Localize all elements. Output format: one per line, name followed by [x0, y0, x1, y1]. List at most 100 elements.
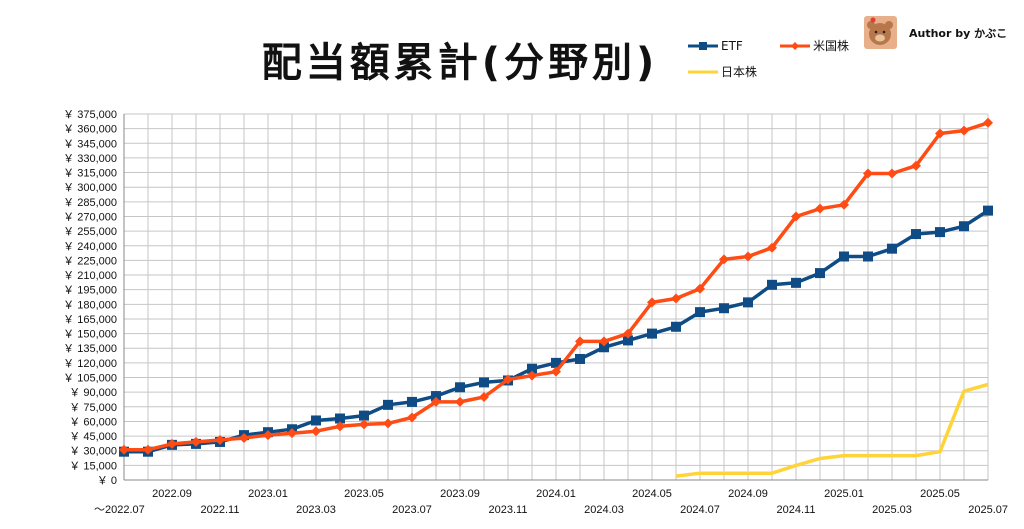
data-point — [455, 396, 465, 407]
y-tick-label: ￥ 285,000 — [63, 197, 117, 209]
data-point — [791, 211, 801, 222]
y-tick-label: ￥ 45,000 — [69, 431, 117, 443]
legend-label: ETF — [721, 39, 743, 53]
data-point — [383, 399, 393, 410]
data-point — [767, 242, 777, 253]
data-point — [311, 415, 321, 426]
y-tick-label: ￥ 120,000 — [63, 358, 117, 370]
y-tick-label: ￥ 60,000 — [69, 416, 117, 428]
data-point — [839, 251, 849, 262]
data-point — [191, 436, 201, 447]
y-tick-label: ￥ 270,000 — [63, 211, 117, 223]
legend-marker — [699, 42, 707, 50]
data-point — [911, 160, 921, 171]
data-point — [215, 434, 225, 445]
author-badge: Author by かぶこ — [864, 16, 1007, 49]
data-point — [551, 357, 561, 368]
x-tick-label: 2024.07 — [680, 504, 720, 516]
data-point — [239, 433, 249, 444]
data-point — [455, 382, 465, 393]
data-point — [479, 377, 489, 388]
data-point — [479, 392, 489, 403]
x-axis: 2022.09 2023.01 2023.05 2023.09 2024.01 2024.… — [94, 479, 1008, 516]
data-point — [575, 336, 585, 347]
data-point — [503, 374, 513, 385]
legend-marker — [791, 42, 799, 50]
data-point — [287, 428, 297, 439]
data-point — [431, 396, 441, 407]
x-tick-label: 2024.09 — [728, 488, 768, 500]
y-tick-label: ￥ 195,000 — [63, 285, 117, 297]
data-point — [407, 396, 417, 407]
y-tick-label: ￥ 330,000 — [63, 153, 117, 165]
y-tick-label: ￥ 15,000 — [69, 460, 117, 472]
data-point — [623, 335, 633, 346]
data-point — [935, 227, 945, 238]
data-point — [743, 251, 753, 262]
x-tick-label: 2024.03 — [584, 504, 624, 516]
y-tick-label: ￥ 30,000 — [69, 446, 117, 458]
x-tick-label: 2025.05 — [920, 488, 960, 500]
data-point — [599, 342, 609, 353]
data-point — [335, 413, 345, 424]
data-point — [935, 128, 945, 139]
x-tick-label: 2024.11 — [777, 504, 816, 516]
data-point — [311, 426, 321, 437]
data-point — [407, 412, 417, 423]
chart-title: 配当額累計(分野別) — [262, 40, 659, 86]
data-point — [863, 168, 873, 179]
data-point — [743, 297, 753, 308]
data-point — [815, 268, 825, 279]
data-point — [647, 297, 657, 308]
x-tick-label: 2025.01 — [824, 488, 864, 500]
data-point — [983, 117, 993, 128]
x-tick-label: 2023.05 — [344, 488, 384, 500]
grid — [123, 113, 989, 481]
legend-label: 米国株 — [813, 38, 849, 53]
y-tick-label: ￥ 150,000 — [63, 329, 117, 341]
data-point — [383, 418, 393, 429]
data-point — [263, 430, 273, 441]
x-tick-label: 2022.09 — [152, 488, 192, 500]
legend-label: 日本株 — [721, 64, 757, 79]
data-point — [767, 279, 777, 290]
data-point — [791, 277, 801, 288]
data-point — [959, 221, 969, 232]
y-axis: ￥ 0 ￥ 15,000 ￥ 30,000 ￥ 45,000 ￥ 60,000 ￥ 75,… — [63, 109, 125, 487]
x-tick-label: 2023.01 — [248, 488, 288, 500]
author-avatar-icon — [864, 16, 897, 49]
data-point — [911, 229, 921, 240]
data-point — [575, 353, 585, 364]
data-point — [527, 363, 537, 374]
series-line — [675, 382, 989, 478]
data-point — [431, 391, 441, 402]
y-tick-label: ￥ 75,000 — [69, 402, 117, 414]
data-point — [815, 203, 825, 214]
x-tick-label: 2025.07 — [968, 504, 1008, 516]
author-label: Author by かぶこ — [909, 27, 1007, 40]
y-tick-label: ￥ 210,000 — [63, 270, 117, 282]
x-tick-label: 2024.01 — [536, 488, 576, 500]
series-layer — [119, 117, 993, 478]
data-point — [527, 370, 537, 381]
data-point — [863, 251, 873, 262]
y-tick-label: ￥ 300,000 — [63, 182, 117, 194]
y-tick-label: ￥ 240,000 — [63, 241, 117, 253]
data-point — [335, 421, 345, 432]
x-tick-label: 2023.09 — [440, 488, 480, 500]
data-point — [719, 254, 729, 265]
x-tick-label: 2023.03 — [296, 504, 336, 516]
y-tick-label: ￥ 0 — [97, 475, 117, 487]
data-point — [671, 293, 681, 304]
data-point — [887, 243, 897, 254]
data-point — [671, 321, 681, 332]
y-tick-label: ￥ 315,000 — [63, 168, 117, 180]
y-tick-label: ￥ 225,000 — [63, 255, 117, 267]
data-point — [695, 307, 705, 318]
data-point — [143, 444, 153, 455]
y-tick-label: ￥ 105,000 — [63, 373, 117, 385]
x-tick-label: 2023.11 — [489, 504, 528, 516]
y-tick-label: ￥ 90,000 — [69, 387, 117, 399]
